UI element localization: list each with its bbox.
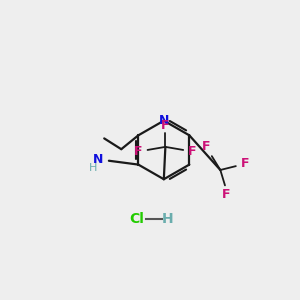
Text: N: N [159, 114, 169, 127]
Text: N: N [93, 153, 103, 166]
Text: F: F [202, 140, 211, 153]
Text: H: H [162, 212, 173, 226]
Text: F: F [161, 119, 170, 132]
Text: F: F [134, 145, 142, 158]
Text: F: F [222, 188, 231, 201]
Text: F: F [241, 157, 249, 170]
Text: H: H [88, 164, 97, 173]
Text: F: F [188, 145, 197, 158]
Text: Cl: Cl [129, 212, 144, 226]
